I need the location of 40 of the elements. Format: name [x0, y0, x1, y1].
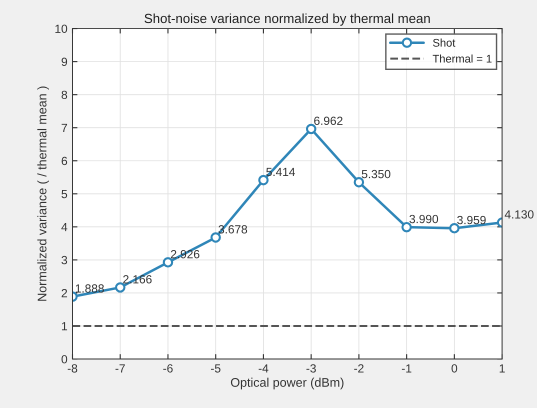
y-tick-label: 7 [62, 124, 68, 132]
point [306, 124, 316, 134]
point [115, 282, 126, 293]
data-label: 1.888 [76, 284, 104, 293]
legend-label: Thermal = 1 [432, 54, 492, 63]
y-tick-label: 6 [62, 156, 68, 166]
x-tick-label: 1 [500, 364, 505, 372]
y-tick-label: 2 [62, 288, 68, 298]
point [354, 177, 364, 188]
point [401, 222, 412, 232]
x-tick-label: -6 [163, 364, 173, 373]
x-axis-title: Optical power (dBm) [230, 378, 344, 390]
y-tick-label: 0 [62, 355, 68, 364]
x-tick-label: -7 [116, 364, 125, 372]
chart-title: Shot-noise variance normalized by thermal mean [144, 13, 430, 26]
x-tick-label: 0 [452, 364, 458, 373]
x-tick-label: -4 [258, 364, 268, 372]
data-label: 3.959 [457, 216, 486, 224]
y-tick-label: 1 [62, 322, 68, 330]
y-tick-label: 9 [62, 58, 68, 66]
data-label: 6.962 [314, 116, 342, 125]
point [210, 232, 221, 243]
y-tick-label: 5 [62, 190, 68, 198]
point [449, 222, 460, 234]
y-tick-label: 4 [61, 223, 68, 232]
data-label: 3.990 [409, 214, 438, 224]
data-label: 4.130 [504, 210, 534, 219]
point [162, 257, 174, 268]
y-tick-label: 10 [55, 24, 68, 33]
x-tick-label: -3 [306, 364, 316, 373]
x-tick-label: -8 [68, 364, 78, 373]
x-tick-label: -1 [402, 364, 412, 372]
legend-label: Shot [433, 38, 456, 47]
data-label: 5.350 [362, 170, 390, 178]
x-tick-label: -2 [354, 364, 364, 372]
y-axis-title: Normalized variance ( / thermal mean ) [37, 86, 49, 301]
y-tick-label: 3 [62, 256, 68, 264]
point [258, 174, 269, 186]
y-tick-label: 8 [62, 90, 68, 100]
x-tick-label: -5 [210, 364, 220, 373]
